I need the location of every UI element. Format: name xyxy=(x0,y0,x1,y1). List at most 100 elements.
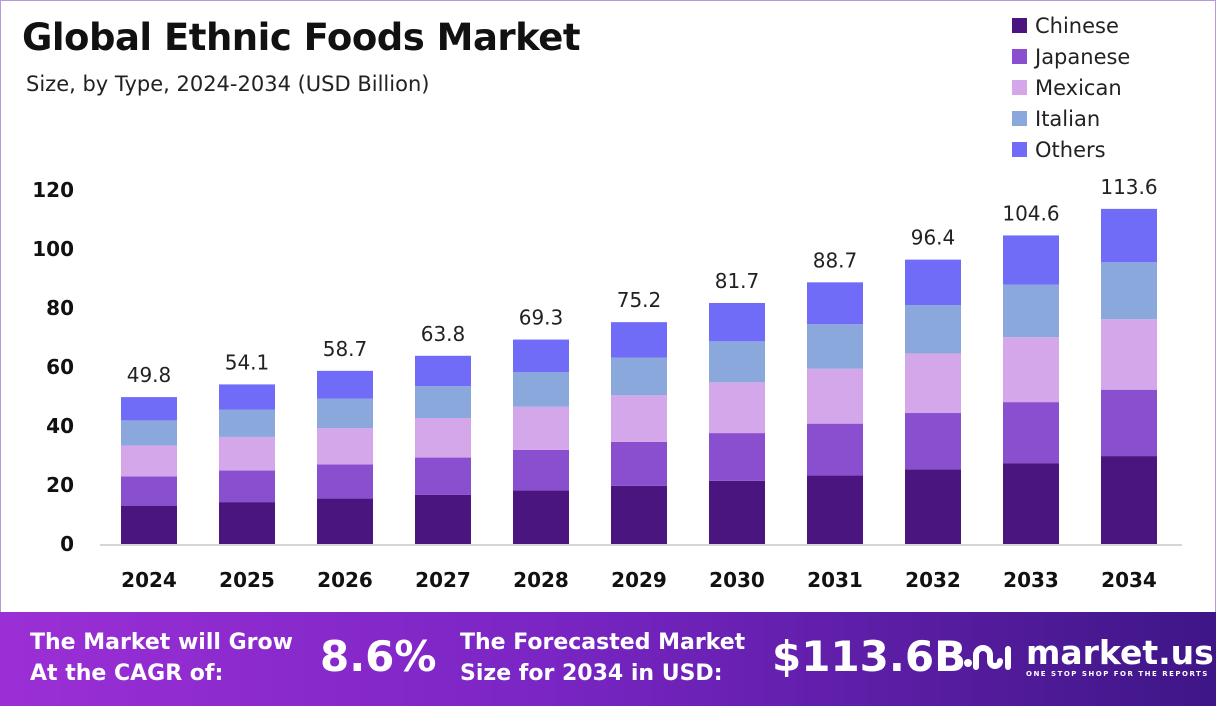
x-tick-label-2024: 2024 xyxy=(121,568,177,592)
y-tick-label: 40 xyxy=(46,414,74,438)
x-tick-label-2034: 2034 xyxy=(1101,568,1157,592)
bar-segment-mexican-2025 xyxy=(219,436,275,471)
bar-segment-japanese-2032 xyxy=(905,413,961,470)
bar-segment-mexican-2032 xyxy=(905,353,961,414)
bar-segment-others-2026 xyxy=(317,370,373,399)
footer-banner: The Market will Grow At the CAGR of: 8.6… xyxy=(0,612,1216,706)
bar-segment-italian-2032 xyxy=(905,305,961,354)
bar-segment-chinese-2034 xyxy=(1101,456,1157,544)
data-label-2028: 69.3 xyxy=(519,306,564,330)
data-label-2029: 75.2 xyxy=(617,288,662,312)
bar-segment-chinese-2026 xyxy=(317,498,373,544)
bar-segment-japanese-2033 xyxy=(1003,402,1059,464)
legend-swatch xyxy=(1012,18,1027,33)
legend-label: Japanese xyxy=(1035,44,1131,69)
y-tick-label: 120 xyxy=(32,178,74,202)
legend-label: Italian xyxy=(1035,106,1101,131)
legend-swatch xyxy=(1012,111,1027,126)
bar-segment-mexican-2028 xyxy=(513,406,569,450)
bar-segment-chinese-2032 xyxy=(905,469,961,544)
bar-segment-others-2033 xyxy=(1003,235,1059,285)
bar-segment-italian-2031 xyxy=(807,324,863,369)
chart-subtitle: Size, by Type, 2024-2034 (USD Billion) xyxy=(26,72,430,96)
legend-swatch xyxy=(1012,80,1027,95)
y-tick-label: 20 xyxy=(46,473,74,497)
bar-segment-mexican-2024 xyxy=(121,445,177,477)
bar-segment-chinese-2033 xyxy=(1003,463,1059,544)
bar-segment-japanese-2024 xyxy=(121,476,177,506)
x-tick-label-2025: 2025 xyxy=(219,568,275,592)
data-label-2027: 63.8 xyxy=(421,322,466,346)
bar-segment-mexican-2031 xyxy=(807,368,863,424)
legend-item-chinese: Chinese xyxy=(1012,10,1130,41)
bar-segment-mexican-2030 xyxy=(709,382,765,434)
x-tick-label-2027: 2027 xyxy=(415,568,471,592)
forecast-label: The Forecasted Market Size for 2034 in U… xyxy=(460,627,745,689)
forecast-value: $113.6B xyxy=(772,632,967,681)
data-label-2026: 58.7 xyxy=(323,337,368,361)
bar-segment-japanese-2026 xyxy=(317,464,373,499)
y-tick-label: 0 xyxy=(60,532,74,556)
bar-segment-italian-2027 xyxy=(415,386,471,419)
data-label-2032: 96.4 xyxy=(911,226,956,250)
bar-segment-others-2024 xyxy=(121,397,177,421)
x-tick-label-2026: 2026 xyxy=(317,568,373,592)
legend-swatch xyxy=(1012,49,1027,64)
x-tick-label-2033: 2033 xyxy=(1003,568,1059,592)
bar-segment-japanese-2027 xyxy=(415,457,471,495)
bar-segment-italian-2025 xyxy=(219,409,275,437)
legend-item-japanese: Japanese xyxy=(1012,41,1130,72)
x-tick-label-2029: 2029 xyxy=(611,568,667,592)
bar-segment-italian-2034 xyxy=(1101,262,1157,320)
cagr-value: 8.6% xyxy=(320,632,437,681)
bar-segment-italian-2028 xyxy=(513,372,569,407)
bar-segment-italian-2030 xyxy=(709,341,765,383)
x-tick-label-2028: 2028 xyxy=(513,568,569,592)
x-tick-label-2031: 2031 xyxy=(807,568,863,592)
y-tick-label: 80 xyxy=(46,296,74,320)
legend-label: Others xyxy=(1035,137,1106,162)
bar-segment-others-2030 xyxy=(709,302,765,342)
bar-segment-italian-2029 xyxy=(611,357,667,396)
data-label-2034: 113.6 xyxy=(1100,175,1157,199)
x-tick-label-2030: 2030 xyxy=(709,568,765,592)
logo-tagline: ONE STOP SHOP FOR THE REPORTS xyxy=(1026,670,1209,678)
data-label-2030: 81.7 xyxy=(715,269,760,293)
bar-segment-chinese-2027 xyxy=(415,494,471,544)
x-tick-label-2032: 2032 xyxy=(905,568,961,592)
legend: Chinese Japanese Mexican Italian Others xyxy=(1012,10,1130,165)
forecast-label-line1: The Forecasted Market xyxy=(460,630,746,655)
bar-segment-others-2028 xyxy=(513,339,569,373)
bar-segment-chinese-2030 xyxy=(709,480,765,544)
legend-item-mexican: Mexican xyxy=(1012,72,1130,103)
data-label-2025: 54.1 xyxy=(225,350,270,374)
bar-segment-japanese-2025 xyxy=(219,470,275,503)
legend-label: Chinese xyxy=(1035,13,1119,38)
forecast-label-line2: Size for 2034 in USD: xyxy=(460,661,723,686)
market-us-logo: market.us ONE STOP SHOP FOR THE REPORTS xyxy=(962,636,1214,678)
stacked-bar-chart: 0 20 40 60 80 100 120 49.8 2024 54.1 2025 58.7 2026 6… xyxy=(32,175,1182,592)
bar-segment-others-2032 xyxy=(905,259,961,306)
legend-swatch xyxy=(1012,142,1027,157)
data-label-2031: 88.7 xyxy=(813,248,858,272)
logo-text: market.us xyxy=(1026,633,1214,672)
bar-segment-mexican-2029 xyxy=(611,395,667,442)
legend-item-italian: Italian xyxy=(1012,103,1130,134)
bar-segment-chinese-2024 xyxy=(121,505,177,544)
bar-segment-japanese-2031 xyxy=(807,423,863,476)
bar-segment-chinese-2031 xyxy=(807,475,863,544)
bar-segment-others-2025 xyxy=(219,384,275,410)
bar-segment-japanese-2034 xyxy=(1101,389,1157,457)
bar-segment-chinese-2025 xyxy=(219,502,275,544)
bar-segment-italian-2033 xyxy=(1003,284,1059,338)
bar-segment-japanese-2028 xyxy=(513,449,569,491)
bar-segment-mexican-2034 xyxy=(1101,319,1157,390)
bar-segment-chinese-2029 xyxy=(611,485,667,544)
logo-icon xyxy=(964,645,1011,670)
cagr-label-line1: The Market will Grow xyxy=(30,630,293,655)
bar-segment-mexican-2027 xyxy=(415,418,471,458)
y-tick-label: 100 xyxy=(32,237,74,261)
data-label-2024: 49.8 xyxy=(127,363,172,387)
bar-segment-others-2034 xyxy=(1101,208,1157,263)
legend-item-others: Others xyxy=(1012,134,1130,165)
